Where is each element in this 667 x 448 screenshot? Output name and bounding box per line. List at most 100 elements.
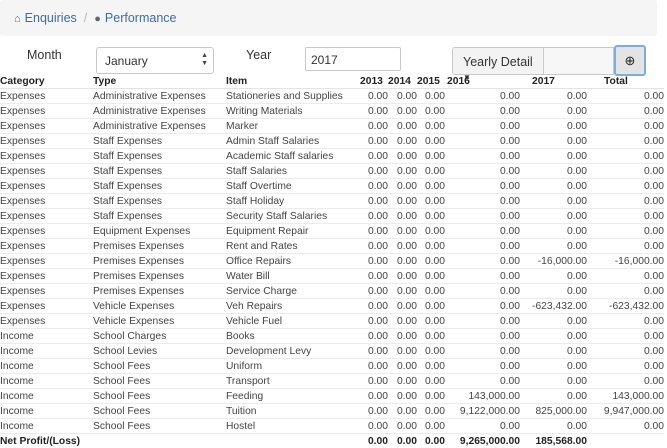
cell-y2015: 0.00 xyxy=(417,209,445,224)
cell-item: Staff Salaries xyxy=(226,164,360,179)
cell-total: 9,947,000.00 xyxy=(587,404,664,419)
cell-y2016: 143,000.00 xyxy=(445,389,520,404)
cell-total: 0.00 xyxy=(587,284,664,299)
cell-type: Staff Expenses xyxy=(93,164,226,179)
cell-y2015: 0.00 xyxy=(417,89,445,104)
cell-total: 0.00 xyxy=(587,374,664,389)
cell-type: School Fees xyxy=(93,419,226,434)
cell-y2017: 0.00 xyxy=(520,209,587,224)
cell-y2016: 0.00 xyxy=(445,194,520,209)
yearly-detail-dropdown-button[interactable]: Yearly Detail ▼ xyxy=(452,47,544,75)
breadcrumb-enquiries-link[interactable]: Enquiries xyxy=(25,11,77,25)
cell-y2016: 0.00 xyxy=(445,179,520,194)
cell-category: Income xyxy=(0,344,93,359)
cell-y2016: 0.00 xyxy=(445,269,520,284)
cell-category: Expenses xyxy=(0,89,93,104)
cell-category: Expenses xyxy=(0,239,93,254)
cell-item: Transport xyxy=(226,374,360,389)
cell-y2015: 0.00 xyxy=(417,239,445,254)
breadcrumb-performance-link[interactable]: Performance xyxy=(105,11,177,25)
cell-total: 0.00 xyxy=(587,269,664,284)
cell-type: School Fees xyxy=(93,389,226,404)
zoom-in-icon: ⊕ xyxy=(625,53,636,68)
cell-category: Income xyxy=(0,329,93,344)
cell-y2015: 0.00 xyxy=(417,224,445,239)
cell-y2014: 0.00 xyxy=(388,194,417,209)
cell-type: Vehicle Expenses xyxy=(93,299,226,314)
cell-category: Expenses xyxy=(0,194,93,209)
cell-y2017: 185,568.00 xyxy=(520,434,587,448)
breadcrumb: ⌂Enquiries/●Performance xyxy=(0,0,657,36)
cell-y2013: 0.00 xyxy=(360,89,388,104)
cell-y2014: 0.00 xyxy=(388,269,417,284)
cell-y2014: 0.00 xyxy=(388,209,417,224)
select-arrows-icon: ▲▼ xyxy=(201,52,208,68)
cell-type: School Fees xyxy=(93,359,226,374)
cell-type: Equipment Expenses xyxy=(93,224,226,239)
cell-y2016: 0.00 xyxy=(445,119,520,134)
cell-y2017: 0.00 xyxy=(520,269,587,284)
cell-y2014: 0.00 xyxy=(388,284,417,299)
cell-item: Admin Staff Salaries xyxy=(226,134,360,149)
cell-y2013: 0.00 xyxy=(360,374,388,389)
cell-total: -623,432.00 xyxy=(587,299,664,314)
cell-item: Writing Materials xyxy=(226,104,360,119)
cell-total: 0.00 xyxy=(587,239,664,254)
cell-category: Net Profit/(Loss) xyxy=(0,434,93,448)
col-header-2015: 2015 xyxy=(417,74,445,89)
cell-y2013: 0.00 xyxy=(360,329,388,344)
month-select[interactable]: January ▲▼ xyxy=(96,47,214,74)
cell-type: Premises Expenses xyxy=(93,254,226,269)
cell-y2017: 825,000.00 xyxy=(520,404,587,419)
cell-type: Administrative Expenses xyxy=(93,104,226,119)
col-header-type: Type xyxy=(93,74,226,89)
year-input[interactable]: 2017 xyxy=(305,47,401,71)
cell-y2014: 0.00 xyxy=(388,104,417,119)
cell-y2015: 0.00 xyxy=(417,119,445,134)
col-header-2013: 2013 xyxy=(360,74,388,89)
cell-total: 0.00 xyxy=(587,314,664,329)
cell-total: 0.00 xyxy=(587,419,664,434)
cell-y2014: 0.00 xyxy=(388,224,417,239)
breadcrumb-separator: / xyxy=(84,11,87,25)
cell-y2016: 0.00 xyxy=(445,299,520,314)
cell-y2014: 0.00 xyxy=(388,239,417,254)
cell-y2013: 0.00 xyxy=(360,359,388,374)
search-input[interactable] xyxy=(544,47,614,75)
cell-type: School Charges xyxy=(93,329,226,344)
cell-y2013: 0.00 xyxy=(360,164,388,179)
yearly-detail-label: Yearly Detail xyxy=(463,55,533,69)
search-button[interactable]: ⊕ xyxy=(614,45,646,76)
cell-item: Vehicle Fuel xyxy=(226,314,360,329)
year-label: Year xyxy=(246,48,271,62)
cell-y2013: 0.00 xyxy=(360,299,388,314)
cell-category: Expenses xyxy=(0,179,93,194)
cell-y2013: 0.00 xyxy=(360,344,388,359)
cell-y2013: 0.00 xyxy=(360,134,388,149)
cell-y2014: 0.00 xyxy=(388,374,417,389)
cell-y2016: 0.00 xyxy=(445,254,520,269)
month-label: Month xyxy=(27,48,62,62)
cell-y2013: 0.00 xyxy=(360,104,388,119)
cell-y2017: 0.00 xyxy=(520,104,587,119)
cell-y2017: 0.00 xyxy=(520,89,587,104)
cell-item: Equipment Repair xyxy=(226,224,360,239)
cell-item: Tuition xyxy=(226,404,360,419)
cell-total: 0.00 xyxy=(587,359,664,374)
cell-category: Expenses xyxy=(0,149,93,164)
cell-category: Expenses xyxy=(0,284,93,299)
cell-y2014: 0.00 xyxy=(388,119,417,134)
cell-y2016: 0.00 xyxy=(445,314,520,329)
cell-y2017: -623,432.00 xyxy=(520,299,587,314)
